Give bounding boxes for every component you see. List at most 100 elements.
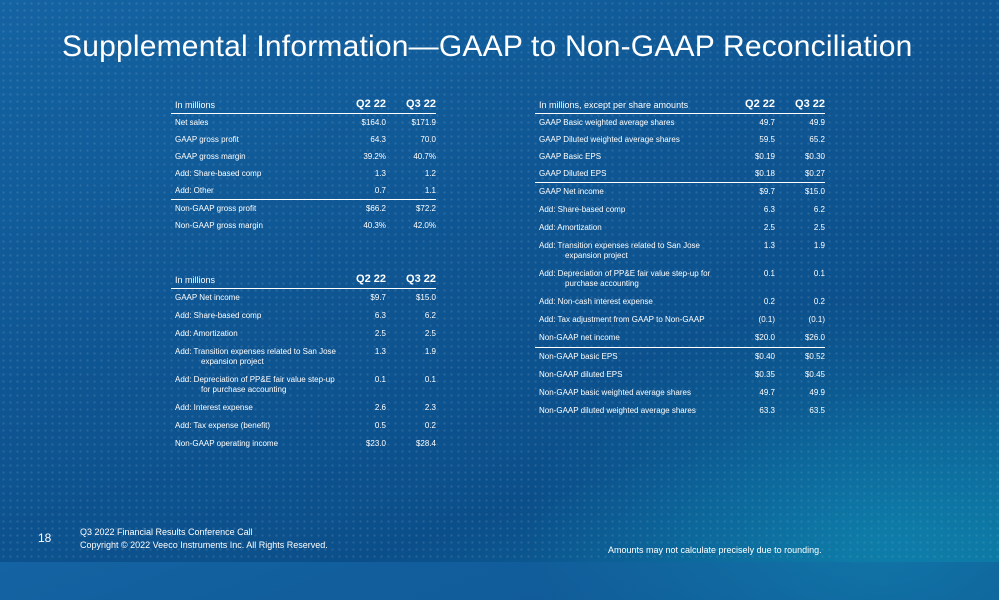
table-row: GAAP Diluted EPS $0.18 $0.27 <box>535 165 825 182</box>
row-label: GAAP Net income <box>175 293 240 302</box>
table-header: In millions Q2 22 Q3 22 <box>171 95 436 114</box>
table-row: Non-GAAP basic weighted average shares 4… <box>535 384 825 402</box>
row-label: GAAP Basic EPS <box>539 152 602 161</box>
table-row: GAAP Diluted weighted average shares 59.… <box>535 131 825 148</box>
row-label-line2: expansion project <box>565 251 628 260</box>
table-row: Non-GAAP gross profit $66.2 $72.2 <box>171 199 436 217</box>
row-q2: 1.3 <box>374 169 386 178</box>
row-label-line2: purchase accounting <box>565 279 639 288</box>
row-label: Non-GAAP net income <box>539 333 620 342</box>
row-q2: 6.3 <box>763 205 775 214</box>
row-label: Non-GAAP gross margin <box>175 221 263 230</box>
table-row: GAAP Basic weighted average shares 49.7 … <box>535 114 825 131</box>
row-label: Add: Share-based comp <box>539 205 626 214</box>
footer-event: Q3 2022 Financial Results Conference Cal… <box>80 527 253 537</box>
row-q2: 0.2 <box>763 297 775 306</box>
header-label: In millions, except per share amounts <box>539 100 689 110</box>
row-label: Add: Transition expenses related to San … <box>535 237 725 261</box>
header-q3: Q3 22 <box>795 98 825 110</box>
table-row: Non-GAAP basic EPS $0.40 $0.52 <box>535 347 825 366</box>
table-row: Add: Tax adjustment from GAAP to Non-GAA… <box>535 311 825 329</box>
table-row: GAAP gross profit 64.3 70.0 <box>171 131 436 148</box>
row-q2: 39.2% <box>363 152 386 161</box>
row-q2: 49.7 <box>759 388 775 397</box>
footer: Q3 2022 Financial Results Conference Cal… <box>80 526 328 552</box>
row-q2: 64.3 <box>370 135 386 144</box>
table-header: In millions, except per share amounts Q2… <box>535 95 825 114</box>
table-row: Add: Depreciation of PP&E fair value ste… <box>171 371 436 399</box>
row-label: GAAP Diluted EPS <box>539 169 607 178</box>
row-q2: 0.1 <box>374 375 386 384</box>
row-q2: $9.7 <box>370 293 386 302</box>
row-q3: $0.52 <box>804 352 825 361</box>
row-q3: 49.9 <box>809 388 825 397</box>
row-q2: 0.5 <box>374 421 386 430</box>
row-label: Non-GAAP basic EPS <box>539 352 618 361</box>
row-q3: 0.1 <box>424 375 436 384</box>
row-q2: 6.3 <box>374 311 386 320</box>
row-label: Add: Amortization <box>539 223 602 232</box>
row-q2: $164.0 <box>361 118 386 127</box>
row-q3: 63.5 <box>809 406 825 415</box>
row-label: Non-GAAP basic weighted average shares <box>539 388 691 397</box>
header-label: In millions <box>175 100 216 110</box>
row-label: Add: Depreciation of PP&E fair value ste… <box>171 371 336 395</box>
row-q3: 2.5 <box>813 223 825 232</box>
row-q3: 2.5 <box>424 329 436 338</box>
row-q3: 65.2 <box>809 135 825 144</box>
row-label: Add: Tax expense (benefit) <box>175 421 271 430</box>
row-q3: $26.0 <box>804 333 825 342</box>
row-q2: $20.0 <box>754 333 775 342</box>
row-q2: $0.40 <box>754 352 775 361</box>
slide-title: Supplemental Information—GAAP to Non-GAA… <box>62 30 913 63</box>
row-label: Non-GAAP diluted weighted average shares <box>539 406 696 415</box>
table-row: Add: Amortization 2.5 2.5 <box>171 325 436 343</box>
row-label: Add: Amortization <box>175 329 238 338</box>
row-q2: 1.3 <box>763 241 775 250</box>
row-q2: 0.7 <box>374 186 386 195</box>
table-row: Add: Interest expense 2.6 2.3 <box>171 399 436 417</box>
table-row: Add: Non-cash interest expense 0.2 0.2 <box>535 293 825 311</box>
row-q3: 6.2 <box>813 205 825 214</box>
row-label: GAAP Diluted weighted average shares <box>539 135 680 144</box>
row-q2: 49.7 <box>759 118 775 127</box>
row-q2: $0.18 <box>754 169 775 178</box>
table-row: Non-GAAP diluted EPS $0.35 $0.45 <box>535 366 825 384</box>
row-label: Add: Tax adjustment from GAAP to Non-GAA… <box>539 315 705 324</box>
row-label: Add: Depreciation of PP&E fair value ste… <box>535 265 725 289</box>
row-q3: (0.1) <box>808 315 825 324</box>
row-label: Net sales <box>175 118 209 127</box>
table-row: Non-GAAP operating income $23.0 $28.4 <box>171 435 436 453</box>
row-q2: 63.3 <box>759 406 775 415</box>
rounding-note: Amounts may not calculate precisely due … <box>608 545 822 555</box>
row-label: Non-GAAP gross profit <box>175 204 257 213</box>
table-row: GAAP gross margin 39.2% 40.7% <box>171 148 436 165</box>
row-label-line2: for purchase accounting <box>201 385 287 394</box>
header-q2: Q2 22 <box>745 98 775 110</box>
row-label: Add: Share-based comp <box>175 169 262 178</box>
row-q3: 42.0% <box>413 221 436 230</box>
row-q3: 1.2 <box>424 169 436 178</box>
row-q3: 1.1 <box>424 186 436 195</box>
row-q2: 2.6 <box>374 403 386 412</box>
row-label-line1: Add: Depreciation of PP&E fair value ste… <box>175 375 335 384</box>
row-q2: 0.1 <box>763 269 775 278</box>
table-row: Add: Tax expense (benefit) 0.5 0.2 <box>171 417 436 435</box>
footer-copyright: Copyright © 2022 Veeco Instruments Inc. … <box>80 540 328 550</box>
header-q2: Q2 22 <box>356 273 386 285</box>
table-row: Add: Share-based comp 1.3 1.2 <box>171 165 436 182</box>
row-q2: 2.5 <box>374 329 386 338</box>
row-label: GAAP Basic weighted average shares <box>539 118 675 127</box>
row-q2: 59.5 <box>759 135 775 144</box>
row-q3: 1.9 <box>813 241 825 250</box>
page-number: 18 <box>38 531 52 545</box>
row-q3: $0.27 <box>804 169 825 178</box>
row-q3: 0.2 <box>424 421 436 430</box>
header-label: In millions <box>175 275 216 285</box>
table-row: Non-GAAP gross margin 40.3% 42.0% <box>171 217 436 234</box>
net-income-eps-table: In millions, except per share amounts Q2… <box>535 95 825 420</box>
row-q3: $15.0 <box>415 293 436 302</box>
row-label-line1: Add: Depreciation of PP&E fair value ste… <box>539 269 711 278</box>
row-q3: 0.2 <box>813 297 825 306</box>
row-q3: 0.1 <box>813 269 825 278</box>
